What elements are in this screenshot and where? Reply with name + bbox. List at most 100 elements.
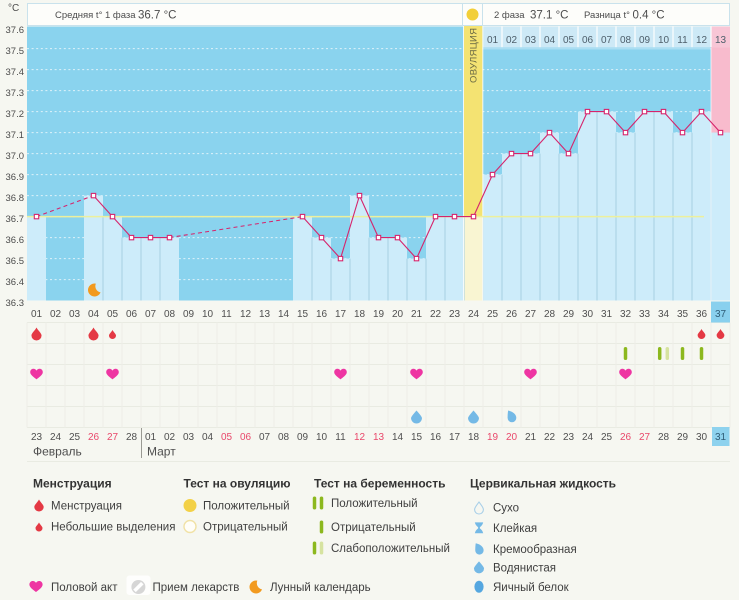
svg-text:37.0: 37.0 (6, 151, 25, 162)
svg-text:37.2: 37.2 (6, 109, 25, 120)
svg-text:36.9: 36.9 (6, 172, 25, 183)
svg-text:Тест на беременность: Тест на беременность (314, 477, 445, 491)
svg-text:15: 15 (297, 309, 309, 320)
svg-text:Кремообразная: Кремообразная (493, 544, 577, 556)
svg-text:24: 24 (582, 432, 594, 443)
svg-text:20: 20 (506, 432, 518, 443)
svg-text:16: 16 (316, 309, 328, 320)
svg-text:36.6: 36.6 (6, 235, 25, 246)
svg-text:08: 08 (164, 309, 176, 320)
svg-text:Положительный: Положительный (331, 498, 418, 510)
svg-text:13: 13 (373, 432, 385, 443)
svg-text:02: 02 (50, 309, 62, 320)
svg-text:15: 15 (411, 432, 423, 443)
svg-text:31: 31 (601, 309, 613, 320)
svg-text:23: 23 (449, 309, 461, 320)
svg-text:37.3: 37.3 (6, 88, 25, 99)
svg-text:01: 01 (145, 432, 157, 443)
svg-text:37.5: 37.5 (6, 46, 25, 57)
svg-text:Менструация: Менструация (33, 477, 112, 491)
svg-text:32: 32 (620, 309, 632, 320)
svg-text:37.6: 37.6 (6, 25, 25, 36)
svg-text:24: 24 (468, 309, 480, 320)
svg-text:26: 26 (88, 432, 100, 443)
svg-text:Тест на овуляцию: Тест на овуляцию (184, 477, 291, 491)
svg-text:37.4: 37.4 (6, 67, 25, 78)
svg-text:02: 02 (164, 432, 176, 443)
svg-text:11: 11 (677, 35, 688, 46)
svg-text:Цервикальная жидкость: Цервикальная жидкость (470, 477, 616, 491)
svg-text:08: 08 (620, 35, 632, 46)
svg-text:23: 23 (31, 432, 43, 443)
svg-text:20: 20 (392, 309, 404, 320)
svg-text:18: 18 (468, 432, 480, 443)
svg-text:14: 14 (392, 432, 404, 443)
svg-text:22: 22 (544, 432, 556, 443)
svg-text:30: 30 (696, 432, 708, 443)
svg-text:36.3: 36.3 (6, 298, 25, 309)
svg-text:27: 27 (525, 309, 537, 320)
svg-text:03: 03 (525, 35, 537, 46)
svg-text:36: 36 (696, 309, 708, 320)
svg-text:37: 37 (715, 309, 727, 320)
svg-text:Слабоположительный: Слабоположительный (331, 543, 450, 555)
svg-text:01: 01 (487, 35, 499, 46)
svg-text:Отрицательный: Отрицательный (331, 522, 416, 534)
svg-text:07: 07 (259, 432, 271, 443)
svg-text:24: 24 (50, 432, 62, 443)
svg-text:12: 12 (354, 432, 366, 443)
svg-text:Прием лекарств: Прием лекарств (153, 582, 240, 594)
svg-text:07: 07 (145, 309, 157, 320)
svg-text:05: 05 (107, 309, 119, 320)
svg-text:27: 27 (639, 432, 651, 443)
svg-text:10: 10 (202, 309, 214, 320)
svg-text:10: 10 (316, 432, 328, 443)
svg-text:25: 25 (69, 432, 81, 443)
svg-text:14: 14 (278, 309, 290, 320)
svg-text:Отрицательный: Отрицательный (203, 522, 288, 534)
svg-text:Водянистая: Водянистая (493, 563, 556, 575)
svg-text:Средняя t° 1 фаза: Средняя t° 1 фаза (55, 10, 136, 21)
svg-text:05: 05 (221, 432, 233, 443)
svg-text:09: 09 (297, 432, 309, 443)
svg-text:Менструация: Менструация (51, 501, 122, 513)
svg-text:Яичный белок: Яичный белок (493, 582, 570, 594)
svg-text:26: 26 (620, 432, 632, 443)
svg-text:2 фаза: 2 фаза (494, 10, 525, 21)
svg-text:03: 03 (69, 309, 81, 320)
svg-text:17: 17 (335, 309, 347, 320)
svg-text:28: 28 (126, 432, 138, 443)
svg-text:26: 26 (506, 309, 518, 320)
svg-text:31: 31 (715, 432, 727, 443)
svg-text:29: 29 (677, 432, 689, 443)
svg-text:Март: Март (147, 445, 176, 459)
svg-text:13: 13 (715, 35, 727, 46)
svg-text:37.1: 37.1 (6, 130, 25, 141)
svg-text:Лунный календарь: Лунный календарь (270, 582, 371, 594)
svg-text:05: 05 (563, 35, 575, 46)
svg-text:19: 19 (487, 432, 499, 443)
svg-text:08: 08 (278, 432, 290, 443)
svg-text:12: 12 (240, 309, 252, 320)
svg-text:06: 06 (126, 309, 138, 320)
svg-text:09: 09 (183, 309, 195, 320)
svg-text:29: 29 (563, 309, 575, 320)
svg-text:11: 11 (221, 309, 232, 320)
svg-text:10: 10 (658, 35, 670, 46)
svg-text:06: 06 (240, 432, 252, 443)
svg-text:18: 18 (354, 309, 366, 320)
svg-text:Небольшие выделения: Небольшие выделения (51, 522, 175, 534)
svg-text:°C: °C (8, 3, 19, 14)
svg-text:27: 27 (107, 432, 119, 443)
svg-text:Разница t°: Разница t° (584, 10, 630, 21)
svg-text:11: 11 (335, 432, 346, 443)
svg-text:04: 04 (202, 432, 214, 443)
svg-text:Клейкая: Клейкая (493, 523, 537, 535)
svg-text:0.4 °C: 0.4 °C (633, 10, 665, 22)
svg-text:35: 35 (677, 309, 689, 320)
svg-text:30: 30 (582, 309, 594, 320)
svg-text:23: 23 (563, 432, 575, 443)
svg-text:Февраль: Февраль (33, 445, 82, 459)
svg-text:36.4: 36.4 (6, 277, 25, 288)
svg-text:22: 22 (430, 309, 442, 320)
